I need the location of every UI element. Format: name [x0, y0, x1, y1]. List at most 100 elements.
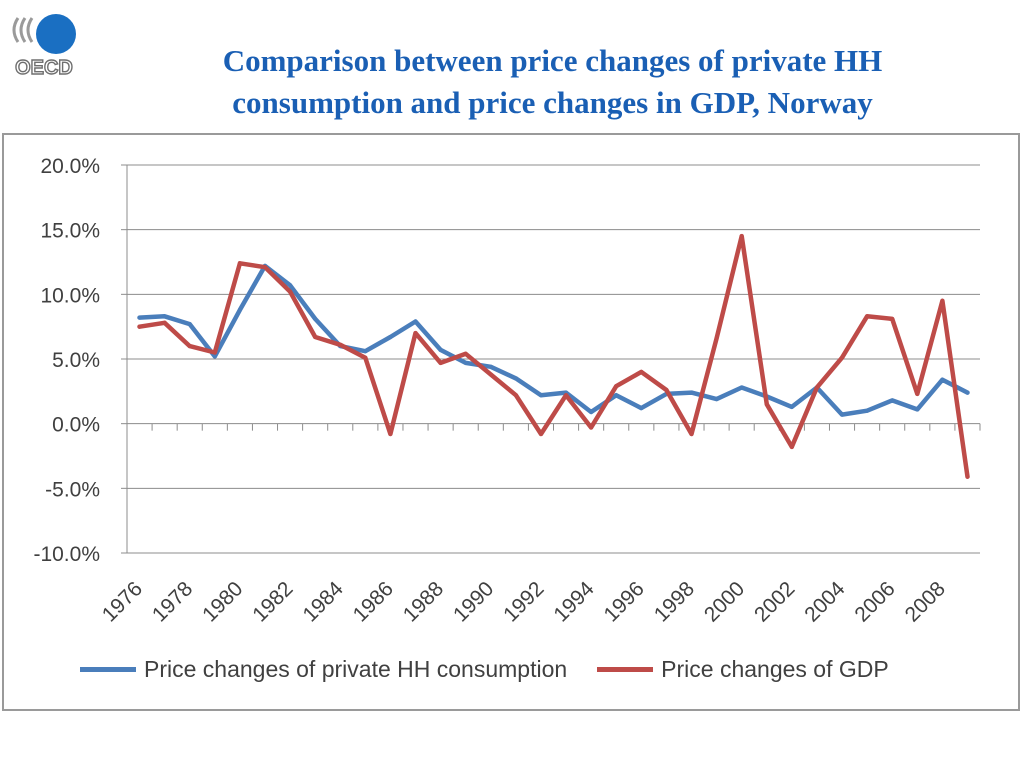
data-point — [338, 342, 343, 347]
data-point — [614, 384, 619, 389]
x-tick-label: 1994 — [549, 577, 599, 627]
legend-swatch-hh — [80, 667, 136, 672]
data-point — [589, 425, 594, 430]
x-tick-label: 1996 — [600, 577, 649, 626]
data-point — [664, 388, 669, 393]
legend-item-gdp: Price changes of GDP — [597, 656, 889, 683]
legend-label-gdp: Price changes of GDP — [661, 656, 889, 682]
data-point — [940, 377, 945, 382]
data-point — [714, 397, 719, 402]
data-point — [739, 234, 744, 239]
title-line-1: Comparison between price changes of priv… — [222, 43, 883, 78]
data-point — [413, 331, 418, 336]
logo-text: OECD — [15, 57, 73, 79]
data-point — [363, 355, 368, 360]
data-point — [463, 351, 468, 356]
data-point — [288, 283, 293, 288]
data-point — [513, 376, 518, 381]
data-point — [237, 307, 242, 312]
data-point — [288, 289, 293, 294]
data-point — [212, 354, 217, 359]
data-point — [614, 393, 619, 398]
data-point — [262, 265, 267, 270]
data-point — [463, 360, 468, 365]
data-point — [388, 432, 393, 437]
x-tick-label: 1978 — [148, 577, 197, 626]
data-point — [162, 314, 167, 319]
x-tick-label: 1976 — [98, 577, 147, 626]
data-point — [388, 335, 393, 340]
data-point — [865, 408, 870, 413]
data-point — [589, 410, 594, 415]
x-tick-label: 2002 — [750, 577, 799, 626]
title-line-2: consumption and price changes in GDP, No… — [232, 85, 873, 120]
data-point — [313, 335, 318, 340]
logo-circle — [36, 14, 76, 54]
data-point — [137, 315, 142, 320]
data-point — [940, 298, 945, 303]
data-point — [915, 391, 920, 396]
x-tick-label: 1980 — [198, 577, 247, 626]
data-point — [840, 355, 845, 360]
y-tick-label: -5.0% — [45, 478, 100, 501]
x-tick-label: 1986 — [349, 577, 398, 626]
data-point — [513, 393, 518, 398]
data-point — [965, 390, 970, 395]
oecd-logo: OECD — [12, 14, 76, 80]
x-tick-label: 2000 — [700, 577, 749, 626]
data-point — [714, 336, 719, 341]
data-point — [438, 347, 443, 352]
data-point — [639, 406, 644, 411]
logo-arc-1 — [12, 17, 20, 43]
data-point — [739, 385, 744, 390]
data-point — [488, 372, 493, 377]
chart-legend: Price changes of private HH consumption … — [80, 656, 919, 683]
data-point — [413, 319, 418, 324]
data-point — [438, 360, 443, 365]
legend-item-hh: Price changes of private HH consumption — [80, 656, 567, 683]
x-tick-label: 1984 — [298, 577, 348, 627]
y-tick-label: 20.0% — [40, 155, 100, 178]
data-point — [538, 393, 543, 398]
logo-arc-3 — [26, 17, 34, 43]
x-tick-label: 1988 — [399, 577, 448, 626]
data-point — [212, 350, 217, 355]
data-point — [890, 316, 895, 321]
x-tick-label: 2008 — [901, 577, 950, 626]
y-tick-label: 0.0% — [52, 414, 100, 437]
logo-arc-2 — [19, 17, 27, 43]
legend-label-hh: Price changes of private HH consumption — [144, 656, 568, 682]
data-point — [363, 349, 368, 354]
y-tick-label: -10.0% — [33, 543, 100, 566]
data-point — [814, 385, 819, 390]
data-point — [564, 393, 569, 398]
data-point — [538, 432, 543, 437]
data-point — [639, 369, 644, 374]
y-tick-label: 5.0% — [52, 349, 100, 372]
data-point — [689, 432, 694, 437]
x-tick-label: 2006 — [850, 577, 899, 626]
data-point — [187, 344, 192, 349]
x-tick-label: 1982 — [248, 577, 297, 626]
data-point — [162, 320, 167, 325]
x-tick-label: 1992 — [499, 577, 548, 626]
data-point — [488, 364, 493, 369]
data-point — [689, 390, 694, 395]
data-point — [137, 324, 142, 329]
y-tick-label: 10.0% — [40, 284, 100, 307]
data-point — [764, 402, 769, 407]
data-point — [313, 316, 318, 321]
data-point — [965, 474, 970, 479]
data-point — [840, 412, 845, 417]
data-point — [890, 398, 895, 403]
legend-swatch-gdp — [597, 667, 654, 672]
x-tick-label: 1990 — [449, 577, 498, 626]
data-point — [865, 314, 870, 319]
data-point — [789, 404, 794, 409]
series-line-gdp — [137, 233, 970, 479]
data-point — [915, 407, 920, 412]
data-point — [237, 261, 242, 266]
data-point — [187, 322, 192, 327]
data-point — [789, 444, 794, 449]
